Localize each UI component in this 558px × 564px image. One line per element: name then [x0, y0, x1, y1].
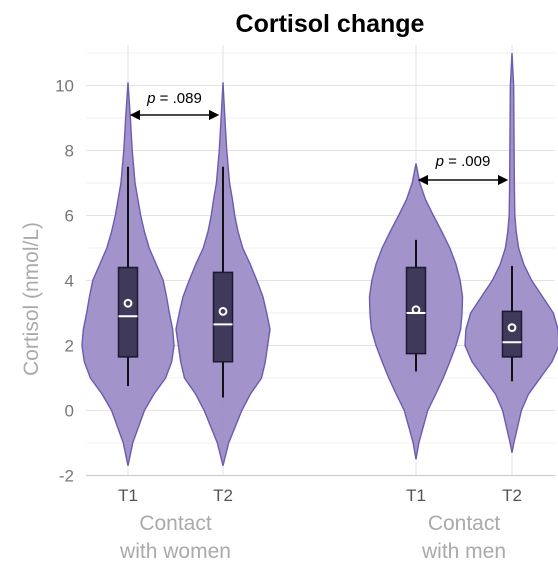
violins [81, 52, 558, 466]
y-tick-label: -2 [59, 467, 74, 486]
x-tick-label: T1 [118, 486, 138, 505]
group-label-line1: Contact [428, 512, 501, 535]
p-value-label: p = .009 [435, 153, 491, 170]
violin-shape [464, 52, 558, 453]
p-number: = .009 [444, 153, 490, 170]
p-number: = .089 [156, 90, 202, 107]
p-value-label: p = .089 [146, 90, 202, 107]
x-tick-label: T2 [502, 486, 522, 505]
y-tick-label: 6 [65, 207, 74, 226]
y-tick-label: 2 [65, 337, 74, 356]
y-tick-label: 4 [65, 272, 74, 291]
x-tick-label: T2 [213, 486, 233, 505]
group-label-line1: Contact [139, 512, 212, 535]
gridlines [86, 45, 555, 477]
iqr-box [117, 266, 139, 358]
y-axis-ticks: 10 8 6 4 2 0 -2 [55, 77, 74, 486]
group-label-line2: with women [119, 540, 231, 563]
mean-point [218, 306, 228, 316]
iqr-box [501, 310, 523, 358]
y-tick-label: 8 [65, 142, 74, 161]
mean-point [507, 323, 517, 333]
y-tick-label: 10 [55, 77, 74, 96]
group-label-line2: with men [421, 540, 506, 563]
p-symbol: p [146, 90, 155, 107]
mean-point [123, 298, 133, 308]
y-axis-label: Cortisol (nmol/L) [20, 222, 43, 376]
p-symbol: p [435, 153, 444, 170]
x-tick-label: T1 [406, 486, 426, 505]
chart-title: Cortisol change [236, 10, 425, 38]
iqr-box [212, 271, 234, 363]
mean-point [411, 305, 421, 315]
y-tick-label: 0 [65, 402, 74, 421]
